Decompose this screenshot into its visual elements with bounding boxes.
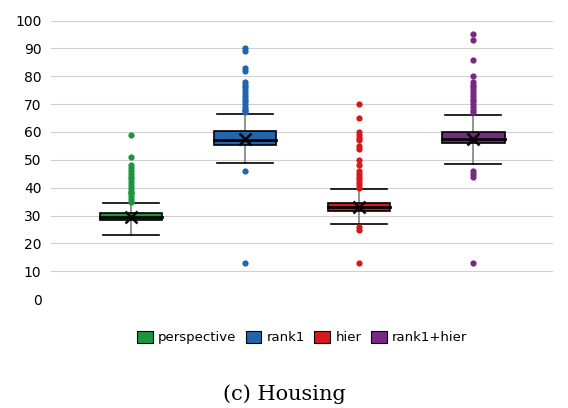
Legend: perspective, rank1, hier, rank1+hier: perspective, rank1, hier, rank1+hier xyxy=(132,325,473,350)
Bar xyxy=(214,131,277,144)
Bar xyxy=(328,203,390,211)
Bar xyxy=(99,213,162,220)
Bar xyxy=(442,132,504,143)
Text: (c) Housing: (c) Housing xyxy=(223,384,345,404)
